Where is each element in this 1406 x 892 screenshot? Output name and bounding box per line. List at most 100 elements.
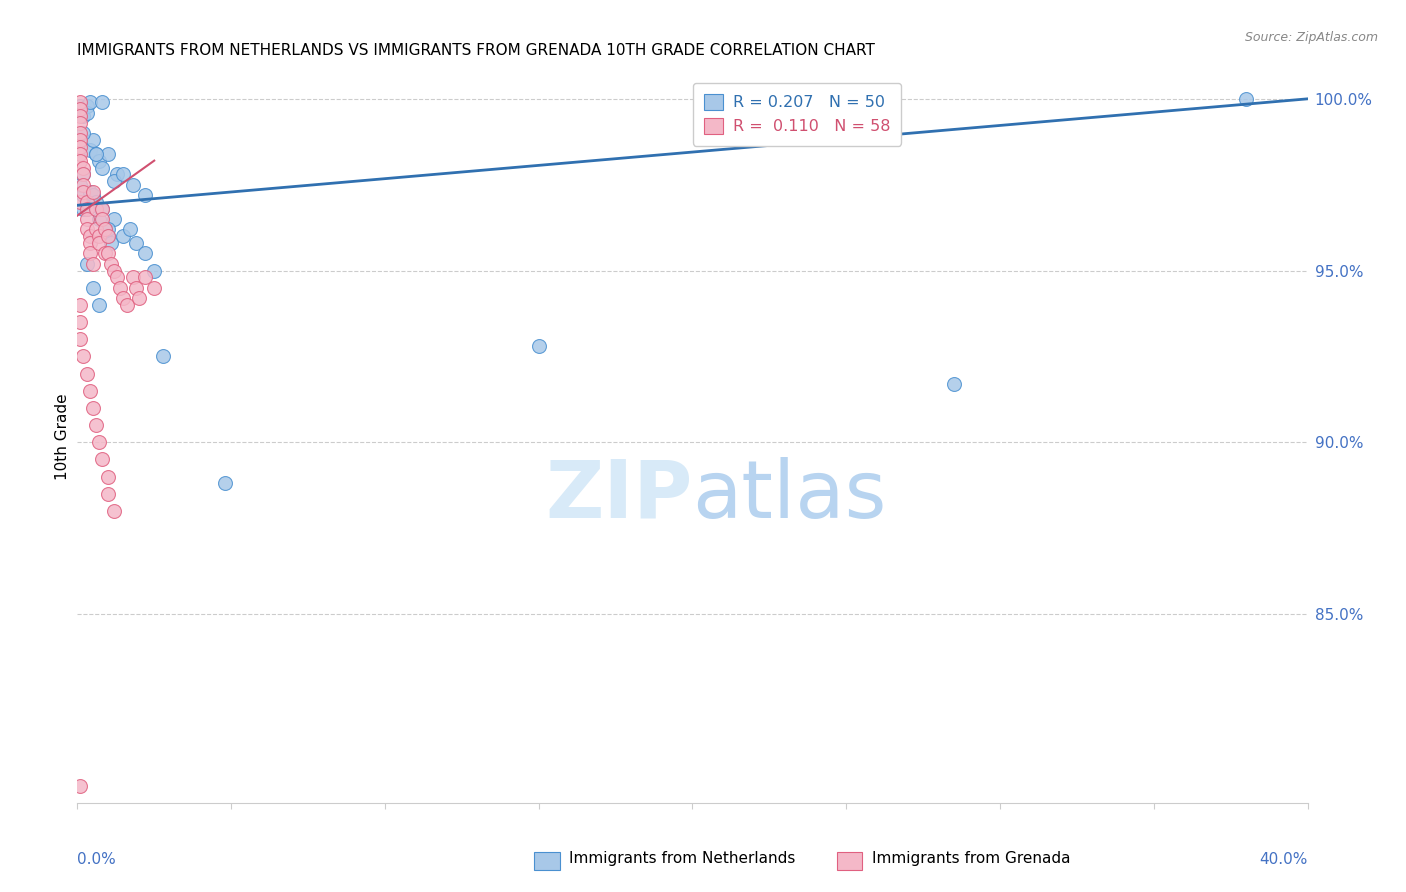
Point (90, 452, 114, 467)
Point (97, 229, 120, 244)
Point (79, 191, 101, 205)
Point (69, 178, 91, 192)
Point (72, 161, 94, 175)
Point (76, 202, 98, 216)
Point (87, 298, 110, 312)
Legend: R = 0.207   N = 50, R =  0.110   N = 58: R = 0.207 N = 50, R = 0.110 N = 58 (693, 83, 901, 145)
Point (90, 202, 114, 216)
Point (1234, 92, 1257, 106)
Point (76, 222, 98, 236)
Point (84, 418, 107, 433)
Point (100, 257, 122, 271)
Point (87, 235, 110, 250)
Point (90, 202, 114, 216)
Point (69, 194, 91, 209)
Point (100, 235, 122, 250)
Point (94, 222, 117, 236)
Point (103, 263, 125, 277)
Point (90, 212, 114, 227)
Point (69, 153, 91, 168)
Point (128, 291, 150, 305)
Point (134, 270, 156, 285)
Point (79, 185, 101, 199)
Point (134, 246, 156, 260)
Point (79, 144, 101, 158)
Point (82, 198, 104, 212)
Text: atlas: atlas (693, 457, 887, 534)
Point (69, 315, 91, 329)
Point (72, 178, 94, 192)
Point (90, 95, 114, 110)
Point (125, 281, 148, 295)
Text: IMMIGRANTS FROM NETHERLANDS VS IMMIGRANTS FROM GRENADA 10TH GRADE CORRELATION CH: IMMIGRANTS FROM NETHERLANDS VS IMMIGRANT… (77, 43, 875, 58)
Point (69, 779, 91, 793)
Text: 0.0%: 0.0% (77, 852, 117, 867)
Point (942, 376, 965, 391)
Point (76, 194, 98, 209)
Point (118, 222, 141, 236)
Point (72, 109, 94, 123)
Point (69, 140, 91, 154)
Point (79, 235, 101, 250)
Point (214, 476, 236, 491)
Point (82, 133, 104, 147)
Point (76, 367, 98, 381)
Point (82, 188, 104, 202)
Text: Immigrants from Netherlands: Immigrants from Netherlands (569, 851, 796, 865)
Point (87, 229, 110, 244)
Point (69, 126, 91, 140)
Point (76, 257, 98, 271)
Point (87, 153, 110, 168)
Text: 40.0%: 40.0% (1260, 852, 1308, 867)
Point (134, 188, 156, 202)
Point (69, 109, 91, 123)
Point (121, 270, 143, 285)
Y-axis label: 10th Grade: 10th Grade (55, 393, 70, 481)
Point (72, 185, 94, 199)
Point (76, 212, 98, 227)
Point (69, 98, 91, 112)
Point (84, 222, 107, 236)
Point (84, 202, 107, 216)
Point (527, 339, 550, 353)
Point (69, 102, 91, 116)
Point (103, 504, 125, 518)
Point (79, 384, 101, 398)
Point (87, 435, 110, 450)
Point (152, 350, 174, 364)
Point (69, 133, 91, 147)
Point (94, 246, 117, 260)
Point (94, 222, 117, 236)
Point (72, 126, 94, 140)
Point (90, 161, 114, 175)
Point (69, 298, 91, 312)
Point (72, 202, 94, 216)
Point (72, 188, 94, 202)
Point (84, 146, 107, 161)
Point (112, 167, 135, 181)
Point (97, 222, 120, 236)
Point (79, 95, 101, 110)
Point (97, 246, 120, 260)
Point (82, 401, 104, 415)
Point (121, 178, 143, 192)
Point (76, 105, 98, 120)
Point (76, 194, 98, 209)
Point (105, 270, 128, 285)
Point (143, 263, 166, 277)
Point (79, 246, 101, 260)
Point (112, 229, 135, 244)
Point (82, 281, 104, 295)
Point (72, 350, 94, 364)
Point (97, 146, 120, 161)
Point (115, 298, 138, 312)
Point (69, 332, 91, 346)
Point (79, 229, 101, 244)
Point (97, 469, 120, 483)
Point (76, 98, 98, 112)
Point (82, 257, 104, 271)
Point (84, 146, 107, 161)
Point (69, 146, 91, 161)
Point (103, 212, 125, 227)
Point (125, 235, 148, 250)
